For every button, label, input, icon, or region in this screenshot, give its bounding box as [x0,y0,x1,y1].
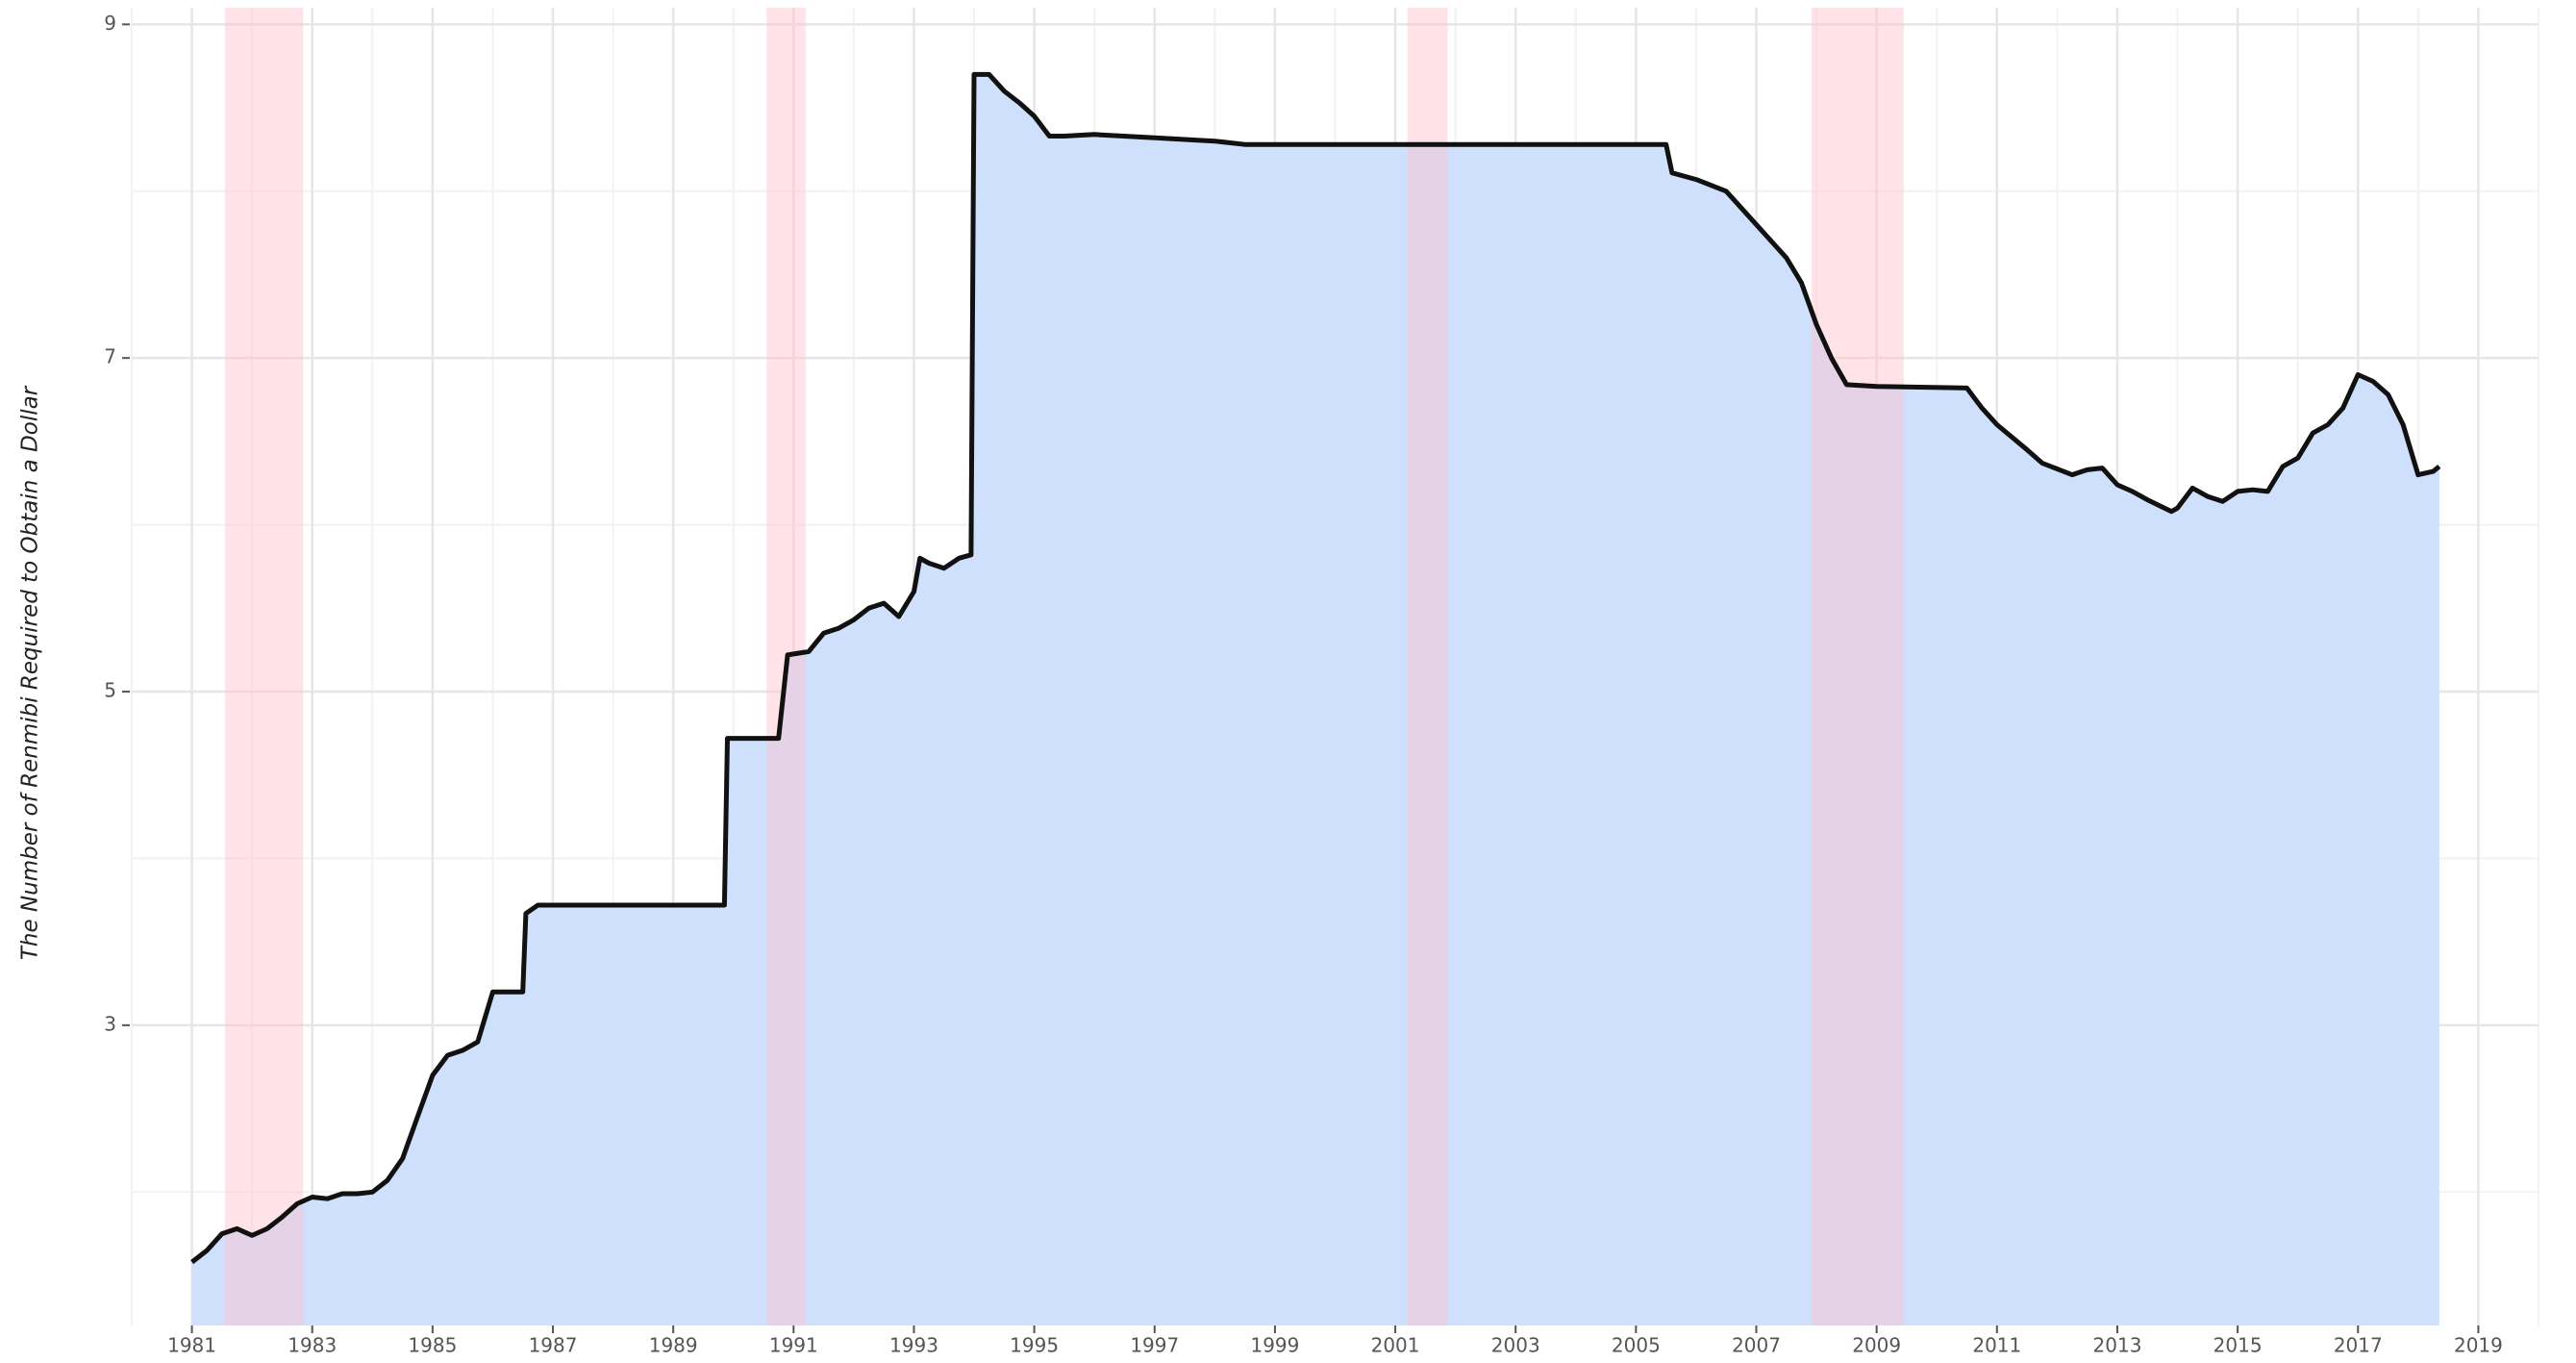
x-tick-label: 1995 [1010,1334,1059,1357]
x-tick-label: 1983 [288,1334,337,1357]
x-tick-label: 2011 [1972,1334,2021,1357]
x-tick-label: 2005 [1612,1334,1661,1357]
y-tick-label: 5 [104,679,116,702]
x-tick-label: 2017 [2334,1334,2383,1357]
y-tick-label: 9 [104,12,116,35]
x-tick-label: 1989 [649,1334,698,1357]
x-tick-label: 1981 [167,1334,216,1357]
y-tick-label: 3 [104,1012,116,1035]
x-tick-label: 1985 [408,1334,457,1357]
x-tick-label: 1991 [769,1334,818,1357]
line [190,71,2441,1265]
x-tick-label: 1987 [529,1334,578,1357]
x-tick-label: 1997 [1130,1334,1179,1357]
x-tick-label: 2013 [2093,1334,2142,1357]
x-tick-label: 2003 [1491,1334,1540,1357]
recession-band [1812,8,1904,1325]
recession-band [1407,8,1448,1325]
x-tick-label: 2015 [2213,1334,2263,1357]
x-tick-label: 2019 [2454,1334,2503,1357]
x-tick-label: 2009 [1852,1334,1901,1357]
x-tick-label: 1999 [1250,1334,1299,1357]
recession-band [224,8,304,1325]
y-axis-title: The Number of Renmibi Required to Obtain… [18,385,43,960]
area [191,74,2439,1325]
x-tick-label: 1993 [889,1334,938,1357]
x-tick-label: 2001 [1371,1334,1420,1357]
x-tick-label: 2007 [1732,1334,1781,1357]
y-tick-label: 7 [104,345,116,368]
